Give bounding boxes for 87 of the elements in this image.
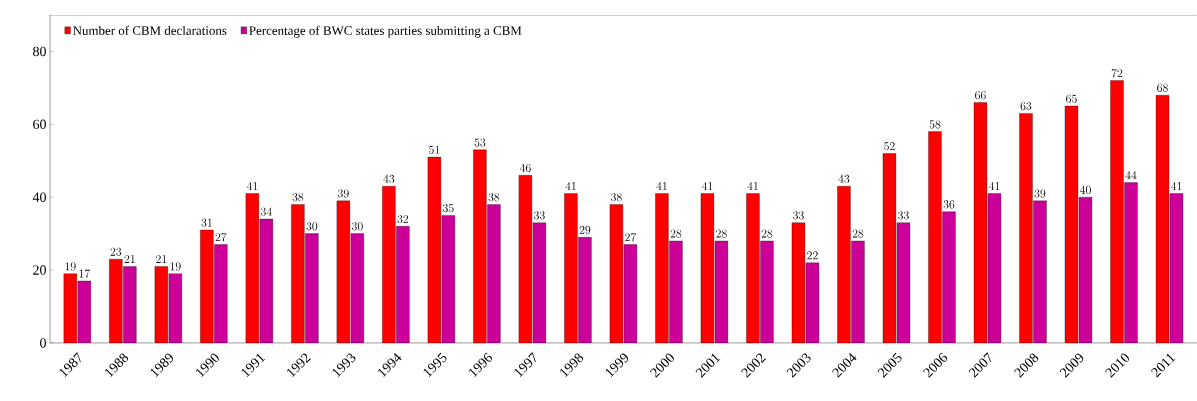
data-label: 33 [898,211,909,220]
data-label: 21 [124,255,135,263]
data-label: 41 [988,182,1000,191]
data-label: 38 [611,193,622,202]
data-label: 41 [701,182,713,191]
bar [154,266,168,343]
data-label: 38 [488,193,500,202]
bar [1019,113,1033,343]
bar [487,204,501,343]
x-tick-label: 1991 [241,353,266,378]
y-tick-label: 60 [33,119,46,130]
data-label: 72 [1111,69,1123,78]
bar [382,186,396,343]
y-tick-label: 20 [33,265,46,275]
data-label: 63 [1020,101,1032,111]
bar [63,273,77,343]
bar [259,219,273,343]
data-label: 41 [565,182,576,191]
data-label: 17 [79,269,90,278]
bar [564,193,578,343]
data-label: 53 [474,138,486,147]
bar [942,211,956,343]
data-label: 30 [351,222,363,231]
data-label: 32 [397,214,409,224]
data-label: 44 [1125,171,1137,180]
data-label: 36 [943,200,955,209]
bar [200,230,214,343]
data-label: 41 [747,182,758,191]
bar [851,240,865,343]
bar [291,204,305,343]
data-label: 52 [884,142,895,151]
data-label: 22 [807,251,818,260]
data-label: 65 [1066,94,1077,103]
bar [746,193,760,343]
data-label: 33 [534,211,545,220]
data-label: 31 [201,218,212,227]
bar [655,193,669,343]
bar [214,244,228,343]
data-label: 40 [1079,185,1091,194]
data-label: 28 [716,229,727,238]
data-label: 35 [443,204,454,213]
legend-label: Percentage of BWC states parties submitting a CBM [249,25,522,38]
y-tick-label: 0 [40,338,46,348]
data-label: 58 [929,120,941,129]
data-label: 28 [761,229,773,238]
bar [396,226,410,343]
bar [473,149,487,343]
data-label: 30 [306,222,318,231]
bar [305,233,319,343]
bar [168,273,182,343]
data-label: 33 [793,211,804,220]
data-label: 39 [1034,189,1046,198]
bar [837,186,851,343]
data-label: 41 [246,182,258,191]
bar [669,240,683,343]
data-label: 51 [429,145,440,154]
data-label: 21 [156,255,167,263]
data-label: 46 [519,163,531,173]
data-label: 43 [383,174,395,184]
data-label: 38 [292,193,304,202]
bar [1033,200,1047,343]
data-label: 41 [1170,182,1182,191]
y-tick-label: 80 [33,46,46,57]
data-label: 39 [337,189,349,198]
data-label: 66 [975,91,986,100]
data-label: 27 [625,233,637,242]
data-label: 28 [852,229,864,238]
bar [928,131,942,343]
data-label: 34 [260,207,272,216]
bar [109,259,123,343]
bar [123,266,137,343]
data-label: 29 [579,225,591,235]
legend-label: Number of CBM declarations [73,25,227,36]
data-label: 41 [656,182,667,191]
bar [760,240,774,343]
data-label: 19 [170,262,181,271]
bar [245,193,259,343]
bar [578,237,592,343]
data-label: 27 [215,233,227,242]
y-tick-label: 40 [32,192,46,202]
bar [1110,80,1124,343]
data-label: 43 [838,174,850,184]
data-label: 28 [670,229,682,238]
data-label: 23 [110,247,122,256]
data-label: 68 [1157,83,1168,92]
data-label: 19 [65,262,76,271]
bar [1124,182,1138,343]
